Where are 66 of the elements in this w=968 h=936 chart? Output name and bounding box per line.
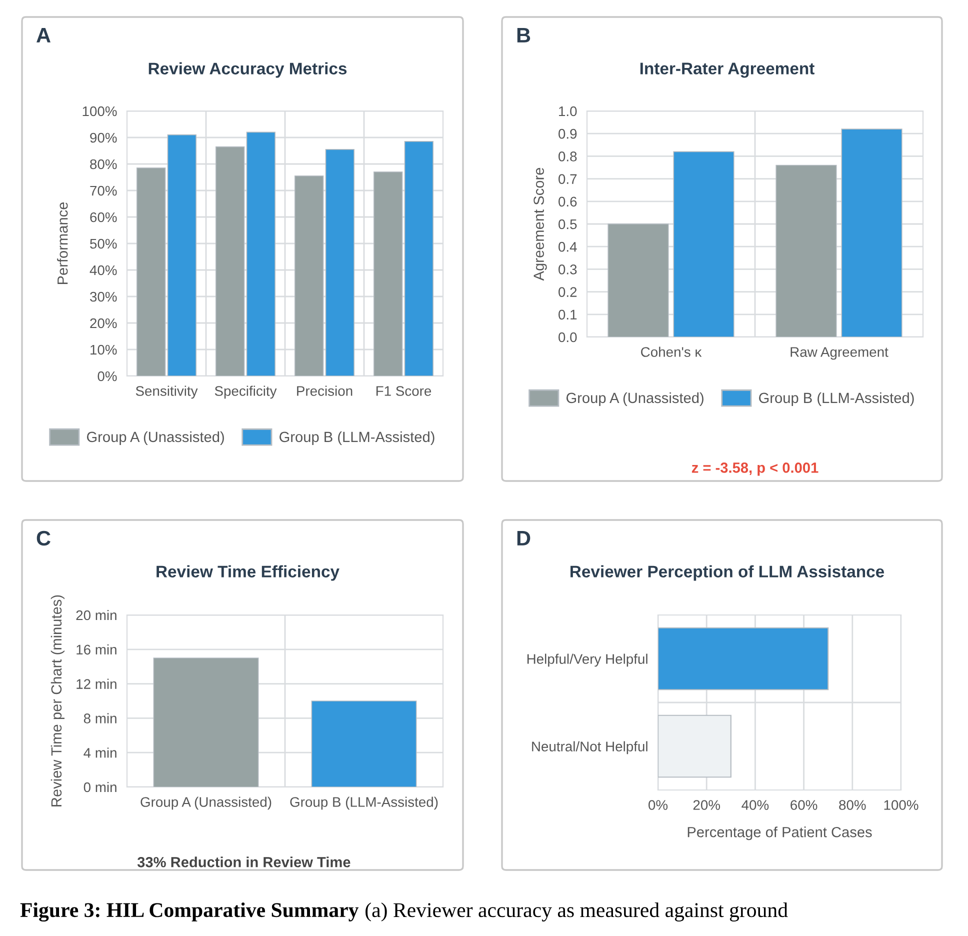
- y-tick-label: 0.1: [558, 310, 577, 320]
- y-tick-label: 0 min: [84, 782, 116, 792]
- y-tick-label: 0.7: [558, 174, 577, 184]
- y-axis-title: Review Time per Chart (minutes): [50, 595, 64, 806]
- text: (a) Reviewer accuracy as measured against ground: [366, 902, 788, 922]
- x-tick-label: 0%: [648, 800, 668, 810]
- chart-subtitle: C: [36, 530, 50, 546]
- x-tick-label: Sensitivity: [136, 386, 198, 399]
- chart-title: Review Time Efficiency: [156, 565, 340, 581]
- y-tick-label: 20%: [90, 318, 117, 328]
- y-tick-label: Helpful/Very Helpful: [527, 654, 648, 667]
- y-tick-label: 90%: [90, 132, 117, 143]
- x-tick-label: 100%: [884, 800, 918, 810]
- y-tick-label: 1.0: [559, 106, 577, 116]
- text: z = -3.58, p < 0.001: [692, 462, 818, 476]
- text: 33% Reduction in Review Time: [137, 856, 350, 868]
- y-tick-label: 20 min: [76, 610, 116, 620]
- y-tick-label: 10%: [90, 344, 117, 355]
- x-tick-label: 80%: [839, 800, 866, 810]
- bar: [673, 151, 734, 337]
- y-tick-label: 0.4: [558, 242, 577, 252]
- bar: [608, 224, 669, 337]
- y-tick-label: 40%: [90, 265, 117, 276]
- y-tick-label: 80%: [90, 159, 117, 170]
- y-tick-label: 30%: [90, 292, 117, 302]
- y-axis-title: Agreement Score: [534, 168, 547, 281]
- bar: [776, 164, 837, 337]
- y-tick-label: 12 min: [76, 678, 116, 689]
- chart-title: Reviewer Perception of LLM Assistance: [570, 565, 884, 581]
- x-tick-label: Group B (LLM-Assisted): [290, 796, 438, 810]
- bar: [841, 128, 902, 337]
- y-tick-label: 16 min: [76, 644, 116, 655]
- x-tick-label: 60%: [790, 800, 818, 810]
- y-tick-label: 4 min: [84, 748, 116, 758]
- x-tick-label: F1 Score: [376, 386, 432, 396]
- y-tick-label: 60%: [90, 212, 117, 222]
- y-tick-label: 8 min: [84, 713, 116, 724]
- x-tick-label: Precision: [297, 386, 352, 396]
- x-tick-label: 40%: [742, 800, 769, 810]
- chart-title: Inter-Rater Agreement: [640, 62, 814, 78]
- y-tick-label: 70%: [90, 186, 117, 196]
- x-tick-label: Specificity: [214, 386, 277, 399]
- x-tick-label: Raw Agreement: [790, 347, 888, 360]
- y-tick-label: 0.9: [558, 128, 577, 139]
- x-axis-title: Percentage of Patient Cases: [688, 826, 872, 840]
- legend-label: Group A (Unassisted): [86, 431, 224, 445]
- caption: Figure 3: HIL Comparative Summary: [20, 902, 359, 922]
- y-tick-label: 0.0: [558, 332, 577, 342]
- legend-label: Group B (LLM-Assisted): [280, 431, 434, 445]
- y-tick-label: 100%: [82, 106, 117, 116]
- y-tick-label: 0.2: [558, 287, 577, 297]
- x-tick-label: Group A (Unassisted): [140, 796, 272, 810]
- x-tick-label: Cohen's κ: [641, 346, 702, 357]
- chart-subtitle: B: [517, 28, 530, 42]
- y-tick-label: 0%: [98, 371, 117, 382]
- y-tick-label: 0.6: [558, 196, 577, 207]
- y-tick-label: Neutral/Not Helpful: [532, 741, 648, 754]
- y-tick-label: 50%: [90, 238, 117, 249]
- x-tick-label: 20%: [693, 800, 720, 810]
- chart-title: Review Accuracy Metrics: [148, 62, 347, 78]
- y-tick-label: 0.8: [558, 152, 577, 162]
- chart-subtitle: D: [517, 531, 530, 546]
- chart-subtitle: A: [36, 28, 50, 42]
- y-tick-label: 0.3: [558, 264, 577, 274]
- y-tick-label: 0.5: [558, 219, 577, 230]
- y-axis-title: Performance: [57, 202, 68, 284]
